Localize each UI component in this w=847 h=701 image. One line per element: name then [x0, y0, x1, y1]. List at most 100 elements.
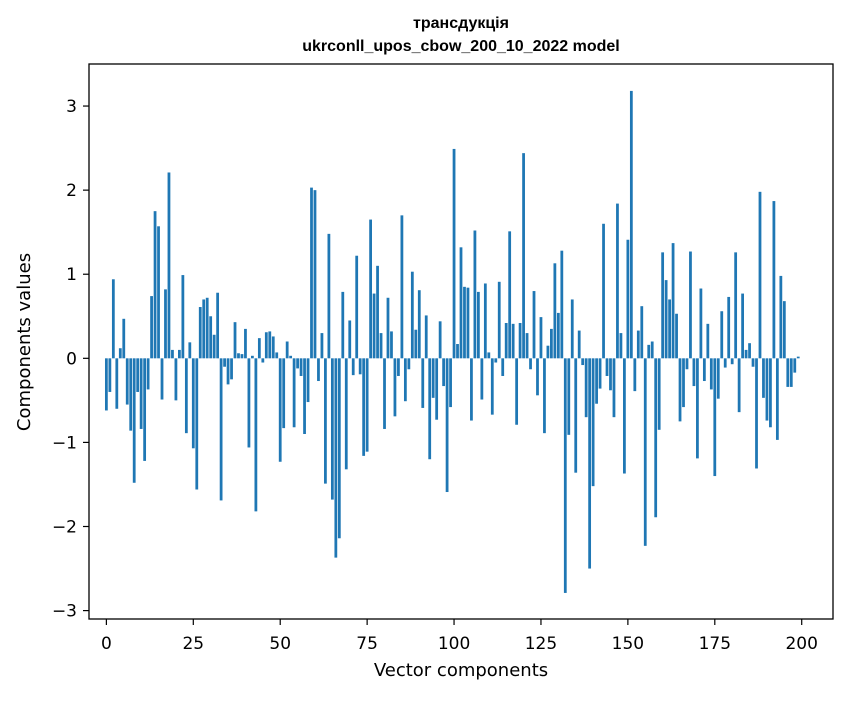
bar-component-4 — [118, 348, 122, 359]
bar-component-131 — [560, 250, 564, 359]
x-tick-label-25: 25 — [182, 634, 204, 654]
x-tick-label-125: 125 — [525, 634, 557, 654]
bar-component-175 — [713, 358, 717, 477]
bar-component-6 — [125, 358, 129, 405]
bar-component-27 — [198, 307, 202, 359]
bar-component-123 — [532, 291, 536, 359]
bar-component-138 — [584, 358, 588, 418]
bar-component-96 — [438, 321, 442, 359]
bar-component-81 — [386, 297, 390, 359]
bar-component-36 — [230, 358, 233, 380]
bar-component-19 — [171, 349, 174, 359]
bar-component-97 — [442, 358, 446, 387]
bar-component-34 — [223, 358, 226, 367]
bar-component-43 — [254, 358, 258, 512]
bar-component-79 — [379, 333, 383, 359]
bar-component-100 — [452, 148, 456, 359]
bar-component-14 — [153, 211, 157, 359]
bar-component-35 — [226, 358, 230, 385]
bar-component-25 — [191, 358, 195, 449]
bar-component-47 — [268, 331, 272, 359]
bar-component-152 — [633, 358, 637, 392]
bar-component-107 — [476, 291, 480, 359]
bar-component-185 — [748, 343, 751, 359]
bar-component-120 — [522, 153, 525, 359]
bar-component-0 — [104, 358, 108, 411]
bar-component-86 — [403, 358, 407, 402]
bar-component-41 — [247, 358, 251, 448]
bar-component-157 — [650, 341, 654, 359]
bar-component-72 — [355, 255, 359, 359]
bar-component-67 — [337, 358, 341, 539]
bar-component-74 — [362, 358, 366, 456]
bar-component-44 — [257, 338, 261, 359]
bar-component-146 — [612, 358, 616, 418]
bar-component-166 — [682, 358, 685, 408]
bar-component-147 — [616, 203, 619, 359]
bars-layer — [104, 90, 800, 593]
x-axis-ticks: 0 25 50 75 100 125 150 175 200 — [101, 619, 818, 654]
bar-component-162 — [668, 299, 671, 359]
bar-component-40 — [244, 328, 247, 359]
bar-component-171 — [699, 288, 703, 359]
bar-component-117 — [511, 323, 515, 359]
bar-component-116 — [508, 231, 512, 359]
bar-component-75 — [365, 358, 369, 452]
bar-component-135 — [574, 358, 578, 473]
bar-component-15 — [157, 226, 160, 359]
y-tick-label--3: −3 — [52, 602, 77, 622]
bar-component-17 — [164, 289, 167, 359]
bar-component-87 — [407, 358, 411, 370]
bar-component-29 — [205, 297, 209, 359]
bar-component-182 — [737, 358, 741, 413]
bar-component-186 — [751, 358, 755, 367]
bar-component-129 — [553, 263, 557, 359]
bar-component-192 — [772, 201, 776, 359]
bar-component-83 — [393, 358, 397, 417]
bar-component-159 — [657, 358, 661, 430]
bar-component-105 — [470, 358, 473, 421]
bar-component-163 — [671, 243, 675, 359]
bar-component-190 — [765, 358, 769, 421]
bar-component-8 — [132, 358, 136, 483]
bar-component-45 — [261, 358, 265, 363]
bar-component-59 — [310, 187, 313, 359]
bar-component-91 — [421, 358, 425, 408]
bar-component-13 — [150, 296, 153, 359]
bar-component-188 — [758, 191, 762, 359]
bar-component-195 — [782, 301, 786, 359]
bar-component-54 — [292, 358, 296, 428]
bar-component-102 — [459, 247, 463, 359]
bar-component-1 — [108, 358, 112, 392]
bar-component-199 — [796, 356, 800, 359]
bar-component-198 — [793, 358, 797, 373]
x-tick-label-50: 50 — [269, 634, 291, 654]
bar-component-24 — [188, 342, 192, 359]
bar-component-92 — [424, 315, 428, 359]
bar-component-176 — [716, 358, 720, 399]
bar-component-103 — [463, 286, 466, 359]
bar-component-161 — [664, 280, 668, 359]
bar-component-168 — [689, 251, 692, 359]
bar-component-85 — [400, 215, 404, 359]
bar-component-11 — [143, 358, 147, 461]
bar-component-150 — [626, 239, 630, 359]
bar-component-170 — [696, 358, 699, 459]
bar-component-189 — [762, 358, 765, 398]
bar-component-21 — [178, 349, 181, 359]
bar-component-125 — [539, 317, 543, 359]
bar-component-80 — [383, 358, 386, 429]
bar-component-61 — [317, 358, 320, 382]
bar-component-3 — [115, 358, 119, 409]
bar-component-84 — [397, 358, 400, 376]
bar-component-65 — [330, 358, 334, 500]
bar-component-151 — [629, 90, 633, 359]
bar-component-2 — [111, 279, 115, 359]
bar-component-32 — [216, 292, 220, 359]
bar-component-90 — [417, 290, 421, 359]
bar-component-193 — [775, 358, 779, 440]
bar-component-77 — [372, 293, 376, 359]
